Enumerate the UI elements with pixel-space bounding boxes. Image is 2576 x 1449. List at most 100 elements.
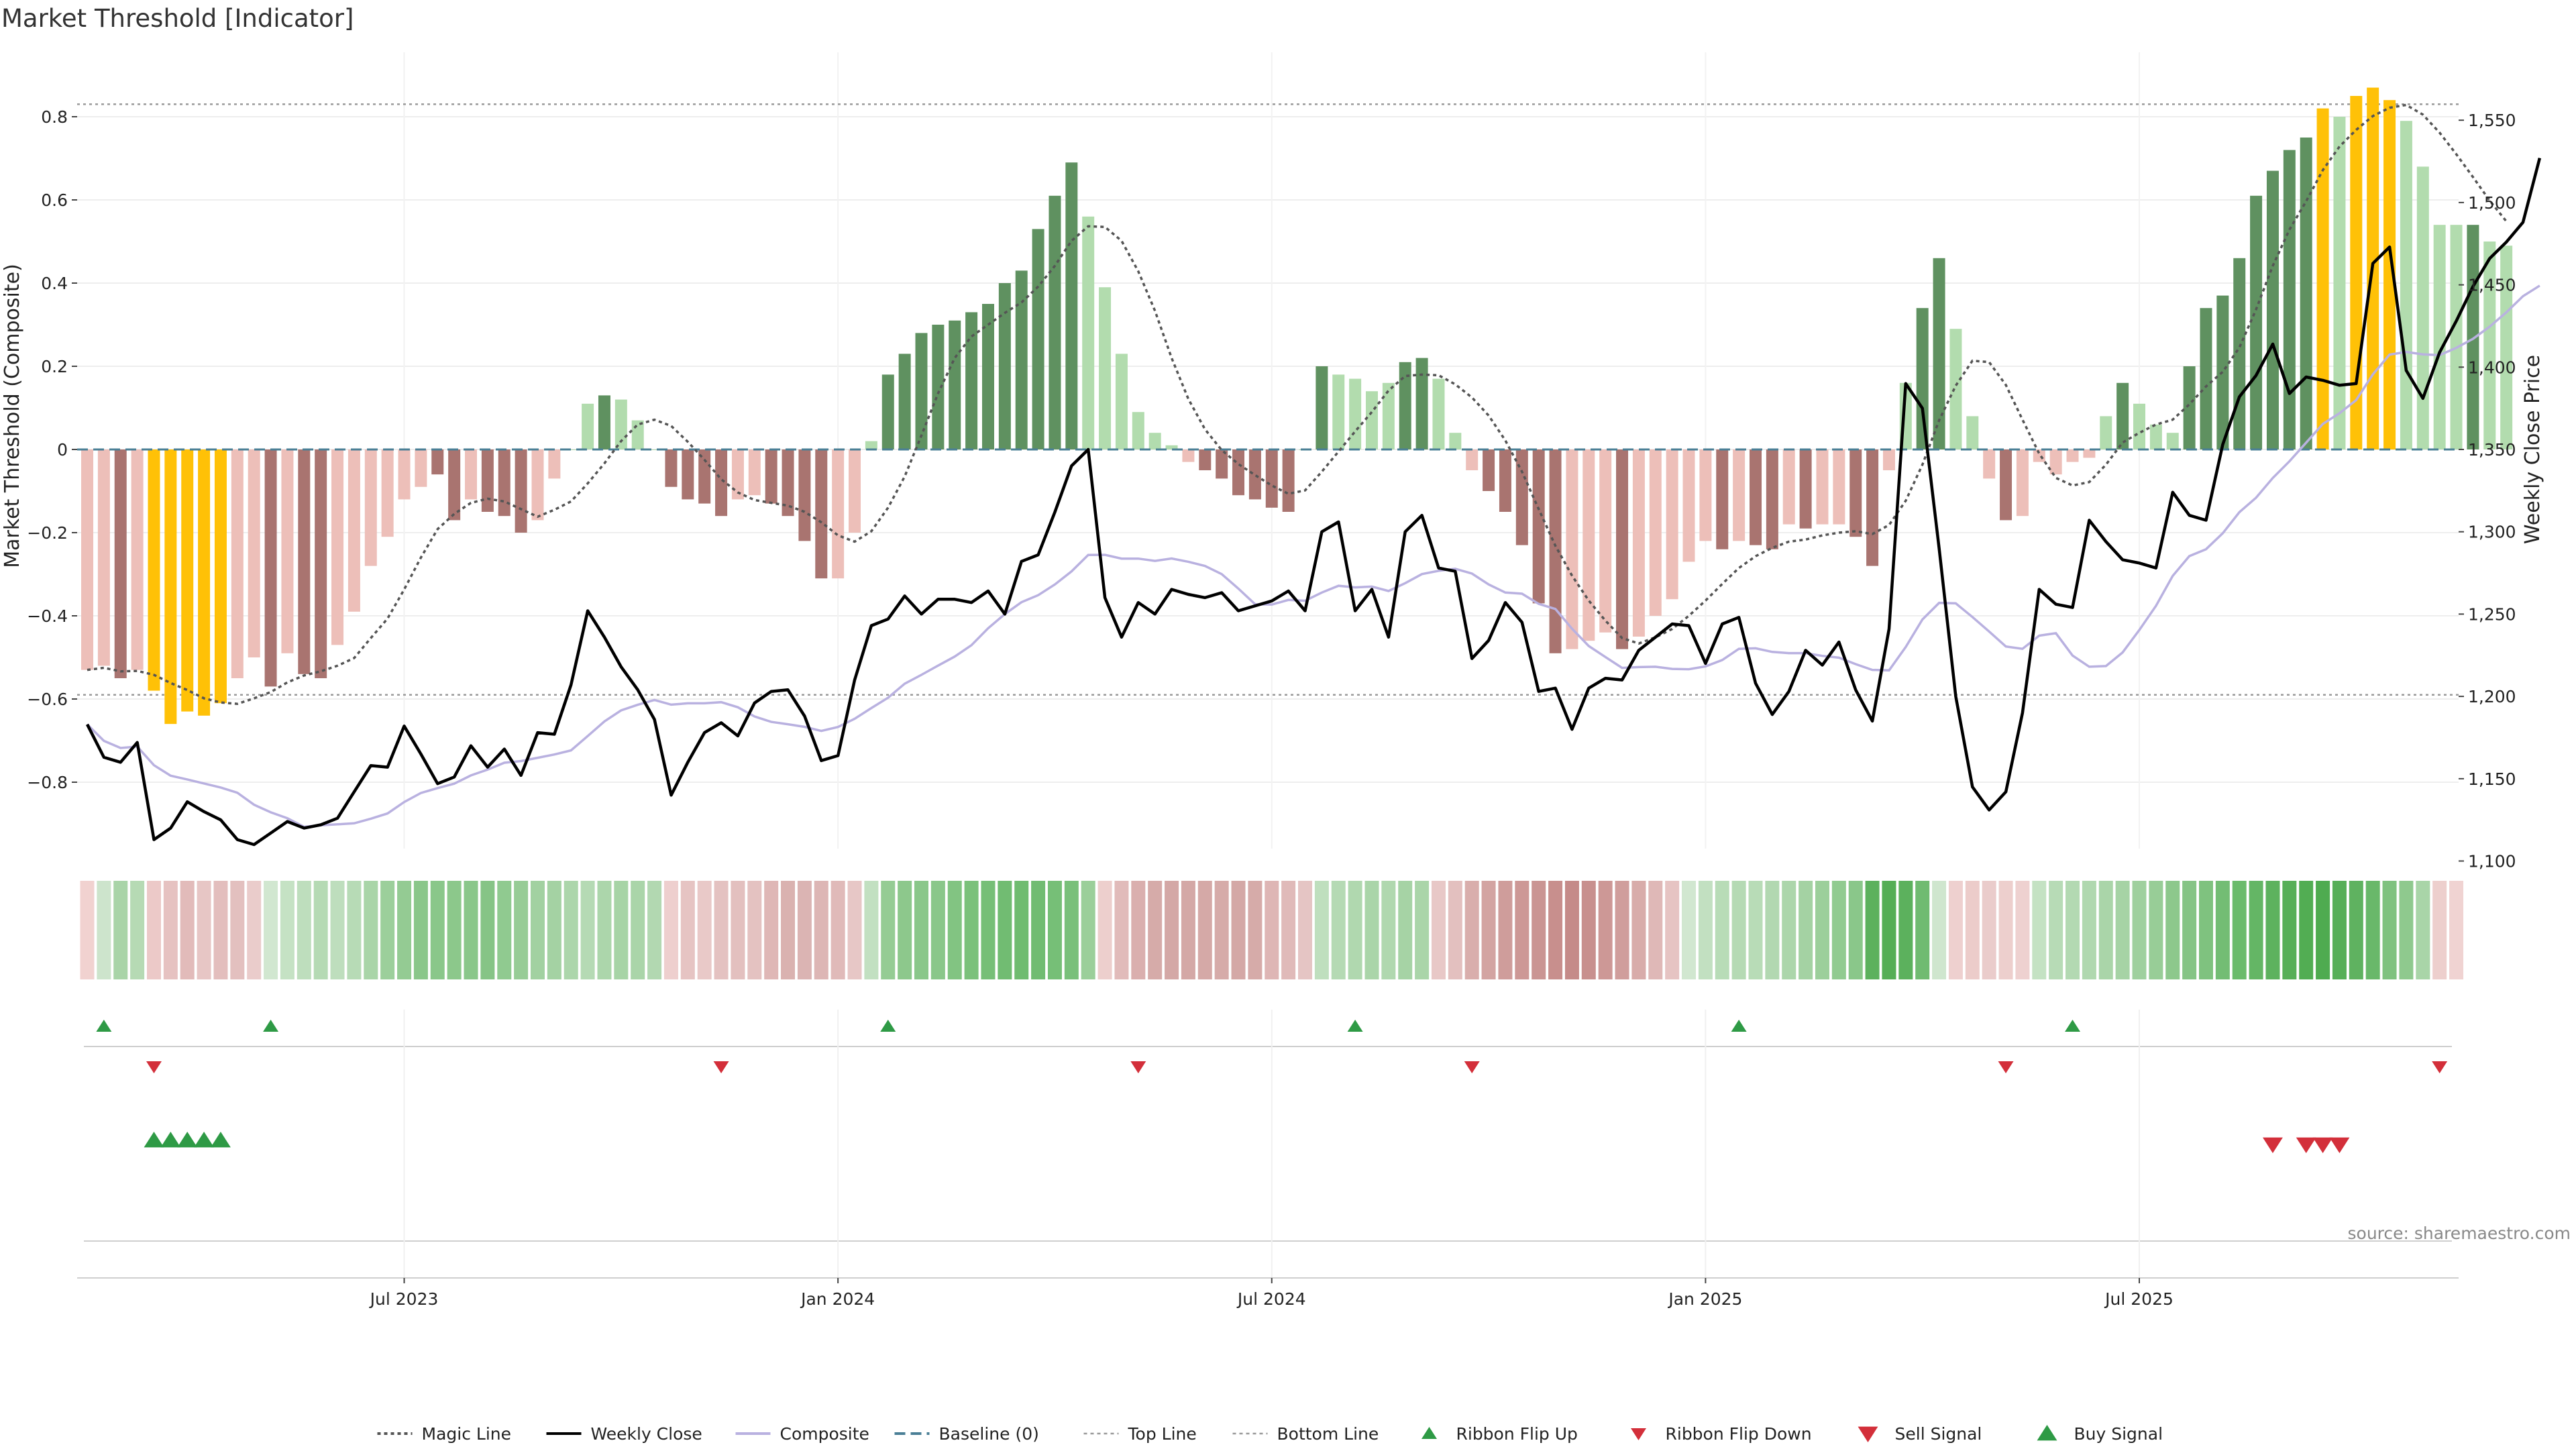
chart-title: Market Threshold [Indicator] — [1, 4, 354, 33]
ribbon-cell — [347, 881, 362, 979]
threshold-bar — [614, 399, 627, 449]
threshold-bar — [2116, 382, 2129, 449]
threshold-bar — [1849, 449, 1862, 537]
threshold-bar — [1549, 449, 1562, 653]
x-tick-label: Jan 2025 — [1667, 1289, 1742, 1309]
ribbon-cell — [1314, 881, 1329, 979]
threshold-bar — [1799, 449, 1812, 529]
y-tick-label-left: −0.4 — [27, 606, 68, 626]
ribbon-cell — [597, 881, 612, 979]
threshold-bar — [2333, 117, 2346, 449]
ribbon-cell — [1448, 881, 1462, 979]
ribbon-cell — [397, 881, 412, 979]
y-tick-label-left: −0.6 — [27, 690, 68, 709]
ribbon-cell — [898, 881, 912, 979]
ribbon-flip-down-marker — [713, 1061, 729, 1073]
threshold-bar — [1466, 449, 1479, 470]
ribbon-cell — [2182, 881, 2197, 979]
threshold-bar — [131, 449, 144, 670]
threshold-bar — [81, 449, 93, 670]
ribbon-cell — [1682, 881, 1697, 979]
ribbon-cell — [947, 881, 962, 979]
threshold-bar — [1265, 449, 1278, 508]
y-tick-label-left: −0.8 — [27, 773, 68, 792]
threshold-bar — [1816, 449, 1829, 525]
threshold-bar — [264, 449, 277, 687]
threshold-bar — [1432, 378, 1445, 449]
y-tick-label-right: 1,500 — [2468, 193, 2516, 213]
ribbon-cell — [614, 881, 629, 979]
ribbon-cell — [146, 881, 161, 979]
threshold-bar — [1032, 229, 1044, 449]
ribbon-cell — [764, 881, 779, 979]
threshold-bar — [1148, 433, 1161, 449]
ribbon-flip-down-marker — [146, 1061, 162, 1073]
threshold-bar — [665, 449, 678, 487]
ribbon-cell — [964, 881, 979, 979]
ribbon-cell — [2365, 881, 2380, 979]
ribbon-cell — [1364, 881, 1379, 979]
buy-signal-marker — [160, 1132, 181, 1148]
threshold-bar — [298, 449, 311, 674]
ribbon-cell — [2416, 881, 2430, 979]
threshold-bar — [898, 354, 911, 449]
ribbon-cell — [1431, 881, 1446, 979]
ribbon-cell — [1965, 881, 1980, 979]
y-tick-label-right: 1,250 — [2468, 604, 2516, 624]
ribbon-cell — [2432, 881, 2447, 979]
threshold-bar — [2350, 96, 2363, 449]
threshold-bar — [998, 283, 1011, 449]
legend-label: Ribbon Flip Up — [1456, 1424, 1578, 1444]
ribbon-cell — [2316, 881, 2330, 979]
x-tick-label: Jul 2025 — [2104, 1289, 2174, 1309]
ribbon-cell — [1231, 881, 1246, 979]
ribbon-cell — [113, 881, 128, 979]
threshold-bar — [381, 449, 394, 537]
ribbon-cell — [2382, 881, 2397, 979]
ribbon-cell — [1665, 881, 1680, 979]
legend-item: Composite — [735, 1424, 869, 1444]
threshold-bar — [2400, 121, 2412, 449]
threshold-bar — [198, 449, 211, 716]
threshold-bar — [1699, 449, 1712, 541]
threshold-bar — [2100, 416, 2112, 449]
y-tick-label-right: 1,350 — [2468, 440, 2516, 460]
threshold-bar — [1599, 449, 1612, 633]
threshold-bar — [448, 449, 461, 521]
threshold-bar — [2500, 246, 2513, 449]
ribbon-cell — [631, 881, 645, 979]
y-tick-label-left: 0.2 — [41, 357, 68, 376]
threshold-bar — [2283, 150, 2296, 449]
ribbon-cell — [1532, 881, 1546, 979]
threshold-bar — [2450, 225, 2463, 449]
threshold-bar — [981, 304, 994, 449]
ribbon-cell — [2015, 881, 2030, 979]
threshold-bar — [2250, 195, 2263, 449]
threshold-bar — [1115, 354, 1128, 449]
ribbon-flip-up-marker — [1347, 1020, 1363, 1032]
threshold-bar — [782, 449, 794, 517]
y-tick-label-right: 1,400 — [2468, 358, 2516, 377]
ribbon-cell — [1165, 881, 1179, 979]
threshold-bar — [331, 449, 344, 645]
legend-swatch — [1421, 1427, 1437, 1439]
threshold-bar — [598, 395, 610, 449]
ribbon-cell — [1948, 881, 1963, 979]
buy-signal-marker — [211, 1132, 231, 1148]
right-axis: 1,100 1,150 1,200 1,250 1,300 1,350 1,400 1,450… — [2459, 111, 2516, 871]
ribbon-cell — [1148, 881, 1163, 979]
ribbon-cell — [1782, 881, 1796, 979]
threshold-bar — [582, 403, 594, 449]
threshold-bar — [364, 449, 377, 566]
ribbon-cell — [1348, 881, 1362, 979]
ribbon-cell — [864, 881, 879, 979]
threshold-bar — [1248, 449, 1261, 500]
buy-signal-marker — [144, 1132, 164, 1148]
legend-swatch — [2037, 1425, 2057, 1441]
ribbon-cell — [1464, 881, 1479, 979]
y-tick-label-right: 1,300 — [2468, 523, 2516, 542]
ribbon-cell — [213, 881, 228, 979]
ribbon-cell — [1765, 881, 1780, 979]
threshold-bar — [1716, 449, 1729, 549]
